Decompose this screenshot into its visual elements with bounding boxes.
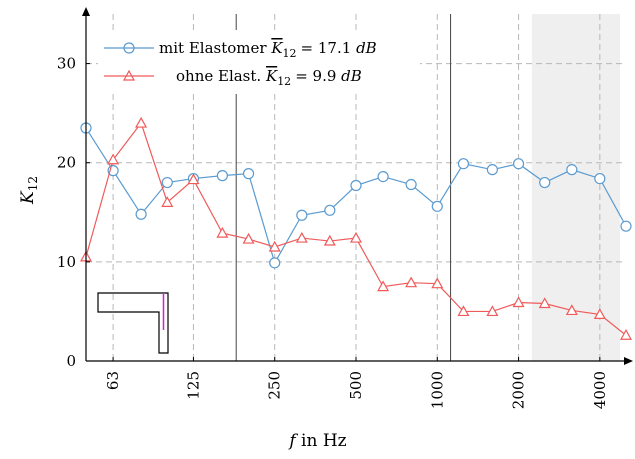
x-axis-arrow xyxy=(624,357,633,365)
data-point-mit xyxy=(431,200,443,212)
data-point-mit xyxy=(296,209,308,221)
y-tick-label: 20 xyxy=(57,154,76,172)
data-point-mit xyxy=(594,172,606,185)
legend-marker-mit xyxy=(123,42,135,54)
x-tick-label: 4000 xyxy=(591,371,609,409)
data-point-mit xyxy=(512,158,525,170)
data-point-ohne xyxy=(107,153,120,165)
x-tick-label: 63 xyxy=(104,371,122,390)
data-point-ohne xyxy=(216,226,229,238)
y-axis-title: K12 xyxy=(18,176,40,205)
data-point-ohne xyxy=(486,305,499,317)
tick-label-layer: 0 10 20 30 63 125 250 500 1000 2000 4000 xyxy=(57,55,609,410)
data-point-ohne xyxy=(538,297,551,309)
data-point-mit xyxy=(324,204,336,216)
data-point-ohne xyxy=(323,234,336,246)
data-point-mit xyxy=(350,179,362,192)
data-point-ohne xyxy=(405,276,418,288)
data-point-ohne xyxy=(457,305,470,317)
data-point-ohne xyxy=(135,116,148,128)
legend-label-ohne: ohne Elast. xyxy=(176,67,261,85)
legend-entry-mit: mit Elastomer K12 = 17.1 dB xyxy=(104,39,377,60)
data-point-ohne xyxy=(377,280,390,292)
legend-entry-mit-text: mit Elastomer K12 = 17.1 dB xyxy=(159,39,377,60)
x-tick-label: 1000 xyxy=(428,371,446,409)
data-point-mit xyxy=(566,164,578,176)
data-point-mit xyxy=(242,168,255,180)
data-point-ohne xyxy=(593,308,606,320)
legend-value-ohne: = 9.9 xyxy=(295,67,336,85)
legend-value-mit: = 17.1 xyxy=(301,39,352,57)
data-point-mit xyxy=(135,208,147,220)
data-point-mit xyxy=(405,178,417,191)
junction-sketch-outline xyxy=(97,292,169,354)
y-tick-label: 10 xyxy=(57,253,76,271)
legend-unit-mit: dB xyxy=(356,39,377,57)
data-point-ohne xyxy=(512,296,525,308)
y-tick-label: 30 xyxy=(57,55,76,73)
data-point-mit xyxy=(620,220,632,232)
legend: mit Elastomer K12 = 17.1 dB ohne Elast. K… xyxy=(98,30,420,94)
data-point-ohne xyxy=(187,173,200,185)
legend-label-mit: mit Elastomer xyxy=(159,39,267,57)
x-tick-label: 250 xyxy=(266,371,284,400)
data-point-ohne xyxy=(619,328,633,340)
data-point-mit xyxy=(161,176,173,189)
data-point-ohne xyxy=(161,196,174,207)
legend-symbol-mit: K xyxy=(270,39,283,57)
data-point-ohne xyxy=(431,277,444,289)
legend-unit-ohne: dB xyxy=(341,67,362,85)
data-point-ohne xyxy=(295,231,308,243)
y-tick-label: 0 xyxy=(66,352,76,370)
x-tick-label: 2000 xyxy=(510,371,528,409)
axis-layer xyxy=(82,7,633,365)
x-tick-label: 125 xyxy=(184,371,202,400)
data-point-ohne xyxy=(565,304,578,316)
legend-symbol-ohne: K xyxy=(265,67,278,85)
x-axis-title: f in Hz xyxy=(287,431,346,451)
y-axis-arrow xyxy=(82,7,90,16)
data-point-mit xyxy=(539,176,551,189)
junction-sketch xyxy=(97,292,169,354)
data-point-mit xyxy=(269,257,281,269)
legend-entry-ohne: ohne Elast. K12 = 9.9 dB xyxy=(104,67,362,88)
y-axis-title-sub: 12 xyxy=(26,176,40,191)
data-point-ohne xyxy=(242,232,255,244)
data-point-mit xyxy=(377,170,389,183)
data-point-mit xyxy=(457,158,470,170)
data-point-ohne xyxy=(268,240,281,252)
legend-sub-mit: 12 xyxy=(283,47,297,60)
y-axis-title-main: K xyxy=(18,190,38,205)
legend-entry-ohne-text: ohne Elast. K12 = 9.9 dB xyxy=(176,67,362,88)
data-point-ohne xyxy=(349,231,363,243)
legend-sub-ohne: 12 xyxy=(277,75,291,88)
x-tick-label: 500 xyxy=(347,371,365,400)
x-axis-title-var: f xyxy=(287,431,298,451)
x-axis-title-rest: in Hz xyxy=(296,431,347,451)
legend-box xyxy=(98,30,420,94)
legend-marker-ohne xyxy=(122,69,136,81)
data-point-mit xyxy=(216,170,228,182)
data-point-mit xyxy=(486,164,498,176)
